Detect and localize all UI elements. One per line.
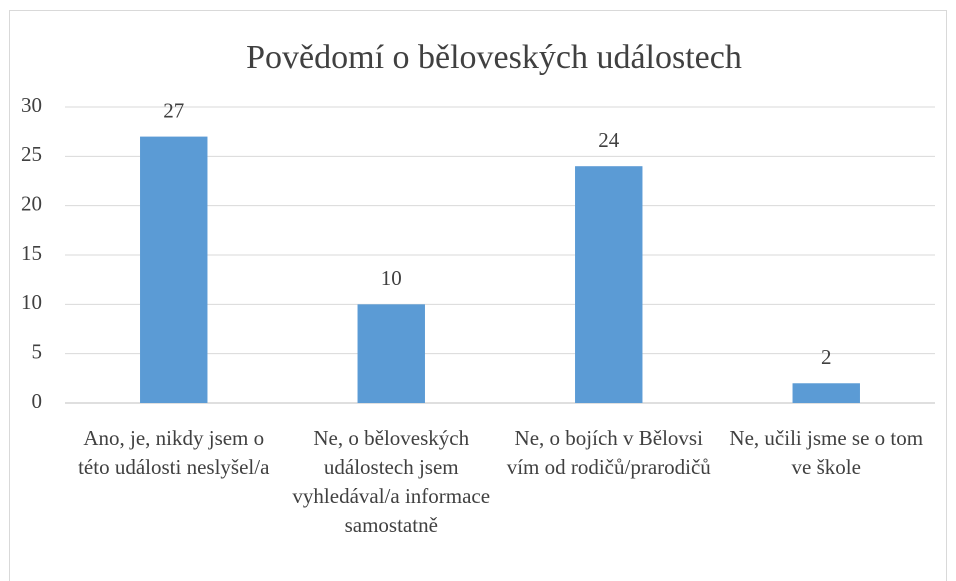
x-tick-label: Ne, o běloveských událostech jsem vyhled… bbox=[292, 426, 491, 537]
x-tick-label: Ne, o bojích v Bělovsi vím od rodičů/pra… bbox=[506, 426, 711, 479]
y-tick-label: 25 bbox=[21, 142, 42, 166]
data-label: 10 bbox=[381, 266, 402, 290]
data-label: 2 bbox=[821, 345, 832, 369]
bar bbox=[575, 166, 643, 403]
y-tick-label: 0 bbox=[32, 389, 43, 413]
bar bbox=[140, 136, 208, 403]
chart-border bbox=[9, 10, 947, 581]
y-tick-label: 30 bbox=[21, 93, 42, 117]
data-label: 27 bbox=[163, 98, 184, 122]
y-tick-label: 5 bbox=[32, 339, 43, 363]
data-label: 24 bbox=[598, 128, 620, 152]
y-tick-label: 10 bbox=[21, 290, 42, 314]
bar bbox=[792, 383, 860, 403]
y-tick-label: 20 bbox=[21, 191, 42, 215]
y-tick-label: 15 bbox=[21, 241, 42, 265]
chart-title: Povědomí o běloveských událostech bbox=[246, 39, 742, 76]
x-tick-label: Ano, je, nikdy jsem o této události nesl… bbox=[78, 426, 270, 479]
bar bbox=[357, 304, 425, 403]
x-tick-label: Ne, učili jsme se o tom ve škole bbox=[729, 426, 924, 479]
